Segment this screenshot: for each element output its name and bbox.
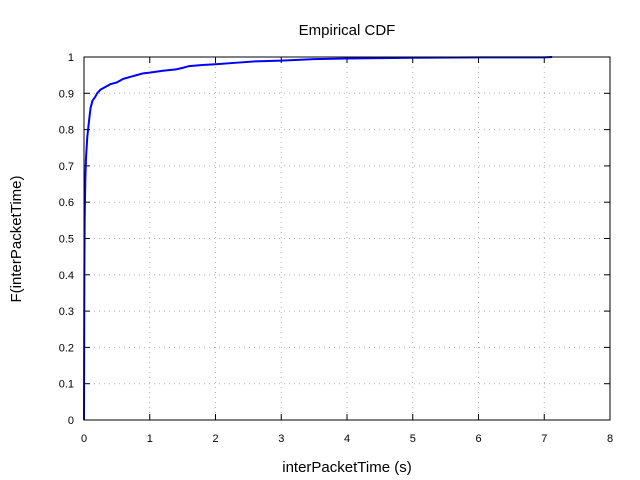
x-tick-label: 2 bbox=[212, 433, 218, 445]
y-tick-label: 0.9 bbox=[59, 88, 74, 100]
y-tick-label: 0.5 bbox=[59, 234, 74, 246]
y-tick-label: 0 bbox=[68, 415, 74, 427]
tick-labels: 0 1 2 3 4 5 6 7 8 0 0.1 0.2 0.3 0.4 0.5 0.6 0.7 0.8 0.9 1 bbox=[59, 52, 613, 445]
y-tick-label: 0.2 bbox=[59, 342, 74, 354]
y-tick-label: 0.1 bbox=[59, 379, 74, 391]
x-tick-label: 5 bbox=[410, 433, 416, 445]
y-tick-label: 0.3 bbox=[59, 306, 74, 318]
y-axis-label: F(interPacketTime) bbox=[8, 176, 25, 303]
cdf-series-line bbox=[83, 56, 553, 421]
grid-lines bbox=[84, 57, 610, 420]
x-tick-label: 3 bbox=[278, 433, 284, 445]
chart-title: Empirical CDF bbox=[299, 22, 396, 39]
x-tick-label: 1 bbox=[147, 433, 153, 445]
y-tick-label: 0.7 bbox=[59, 161, 74, 173]
plot-frame bbox=[83, 56, 611, 421]
x-tick-label: 6 bbox=[475, 433, 481, 445]
x-tick-label: 7 bbox=[541, 433, 547, 445]
y-tick-label: 0.8 bbox=[59, 125, 74, 137]
x-tick-label: 8 bbox=[607, 433, 613, 445]
x-tick-label: 0 bbox=[81, 433, 87, 445]
x-tick-label: 4 bbox=[344, 433, 350, 445]
y-tick-label: 0.4 bbox=[59, 270, 74, 282]
series-group bbox=[83, 56, 553, 421]
y-tick-label: 0.6 bbox=[59, 197, 74, 209]
x-axis-label: interPacketTime (s) bbox=[282, 459, 411, 476]
y-tick-label: 1 bbox=[68, 52, 74, 64]
